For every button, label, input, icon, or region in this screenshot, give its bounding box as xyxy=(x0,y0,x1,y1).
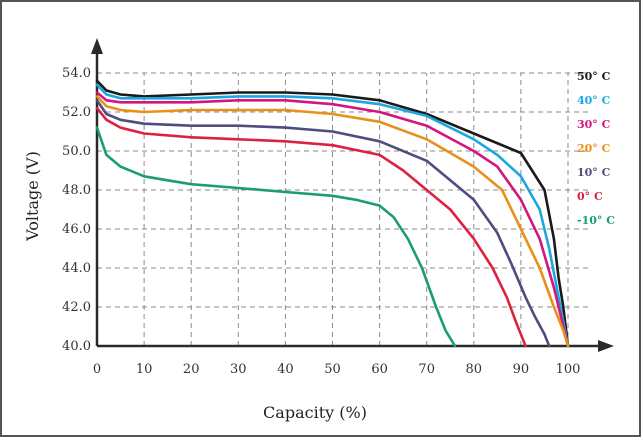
series-line xyxy=(95,99,551,348)
x-tick-labels: 0 10 20 30 40 50 60 70 80 90 100 xyxy=(93,362,581,377)
grid-lines xyxy=(97,72,592,346)
legend-entry: 10° C xyxy=(577,166,611,179)
y-tick-label: 50.0 xyxy=(62,144,91,159)
y-tick-label: 52.0 xyxy=(62,105,91,120)
x-tick-label: 0 xyxy=(93,362,101,377)
x-axis-arrow-icon xyxy=(598,340,614,352)
series-line xyxy=(95,79,570,348)
y-axis-label: Voltage (V) xyxy=(23,151,42,242)
y-tick-label: 46.0 xyxy=(62,222,91,237)
legend-entry: 0° C xyxy=(577,190,603,203)
series-line xyxy=(95,126,457,348)
series-line xyxy=(95,91,570,348)
y-tick-label: 44.0 xyxy=(62,261,91,276)
x-tick-label: 90 xyxy=(513,362,530,377)
series-lines xyxy=(95,79,570,348)
x-tick-label: 50 xyxy=(324,362,341,377)
y-tick-label: 40.0 xyxy=(62,339,91,354)
series-line xyxy=(95,106,527,348)
legend-entry: 20° C xyxy=(577,142,611,155)
y-axis-arrow-icon xyxy=(91,38,103,54)
legend-entry: 30° C xyxy=(577,118,611,131)
x-tick-label: 70 xyxy=(418,362,435,377)
x-tick-label: 10 xyxy=(136,362,153,377)
legend: 50° C 40° C 30° C 20° C 10° C 0° C -10° C xyxy=(577,70,615,227)
legend-entry: 50° C xyxy=(577,70,611,83)
axes xyxy=(91,38,614,352)
x-axis-label: Capacity (%) xyxy=(263,403,367,422)
x-tick-label: 80 xyxy=(466,362,483,377)
x-tick-label: 100 xyxy=(556,362,581,377)
series-line xyxy=(95,83,570,348)
series-line xyxy=(95,95,570,348)
x-tick-label: 30 xyxy=(230,362,247,377)
legend-entry: -10° C xyxy=(577,214,615,227)
y-tick-labels: 40.0 42.0 44.0 46.0 48.0 50.0 52.0 54.0 xyxy=(62,66,91,354)
x-tick-label: 20 xyxy=(183,362,200,377)
legend-entry: 40° C xyxy=(577,94,611,107)
x-tick-label: 60 xyxy=(371,362,388,377)
y-tick-label: 48.0 xyxy=(62,183,91,198)
y-tick-label: 54.0 xyxy=(62,66,91,81)
x-tick-label: 40 xyxy=(277,362,294,377)
y-tick-label: 42.0 xyxy=(62,300,91,315)
